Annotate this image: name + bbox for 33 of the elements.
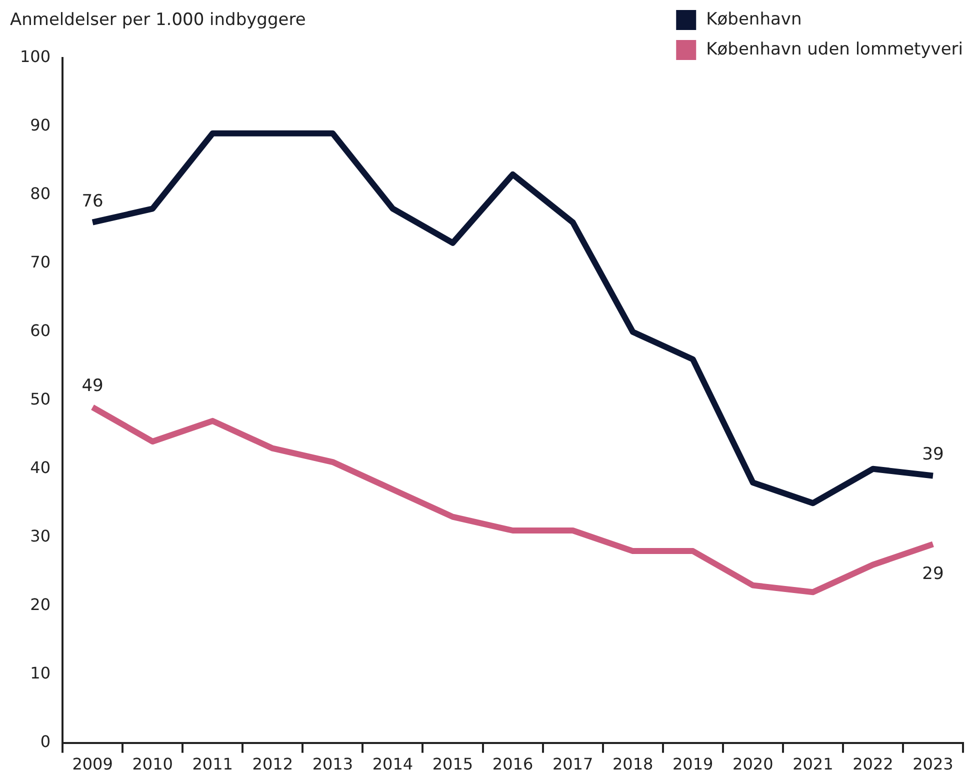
y-tick-label: 30 xyxy=(30,526,51,546)
y-tick-label: 100 xyxy=(20,47,51,66)
x-tick-label: 2012 xyxy=(252,754,294,774)
x-tick-label: 2011 xyxy=(192,754,233,774)
y-tick-label: 80 xyxy=(30,184,51,204)
x-tick-label: 2013 xyxy=(312,754,354,774)
data-label: 49 xyxy=(82,376,104,396)
y-tick-label: 60 xyxy=(30,321,51,340)
y-axis-title: Anmeldelser per 1.000 indbyggere xyxy=(10,10,306,30)
x-tick-label: 2015 xyxy=(432,754,474,774)
x-tick-label: 2018 xyxy=(612,754,654,774)
y-tick-label: 40 xyxy=(30,458,51,478)
x-tick-label: 2017 xyxy=(552,754,594,774)
x-tick-label: 2016 xyxy=(492,754,534,774)
data-label: 39 xyxy=(922,444,944,465)
y-tick-label: 0 xyxy=(40,732,51,751)
y-tick-label: 20 xyxy=(30,594,51,614)
x-tick-label: 2019 xyxy=(672,754,714,774)
x-tick-label: 2010 xyxy=(132,754,173,774)
x-tick-label: 2020 xyxy=(732,754,774,774)
y-tick-label: 10 xyxy=(30,663,51,682)
x-tick-label: 2009 xyxy=(72,754,113,774)
x-tick-label: 2021 xyxy=(792,754,834,774)
legend-label: København xyxy=(706,9,802,30)
data-label: 29 xyxy=(922,564,944,584)
y-tick-label: 70 xyxy=(30,252,51,272)
x-tick-label: 2022 xyxy=(852,754,894,774)
data-label: 76 xyxy=(82,191,104,212)
y-tick-label: 50 xyxy=(30,390,51,409)
legend-label: København uden lommetyveri xyxy=(706,39,964,60)
x-tick-label: 2014 xyxy=(372,754,414,774)
y-tick-label: 90 xyxy=(30,116,51,135)
x-tick-label: 2023 xyxy=(912,754,954,774)
